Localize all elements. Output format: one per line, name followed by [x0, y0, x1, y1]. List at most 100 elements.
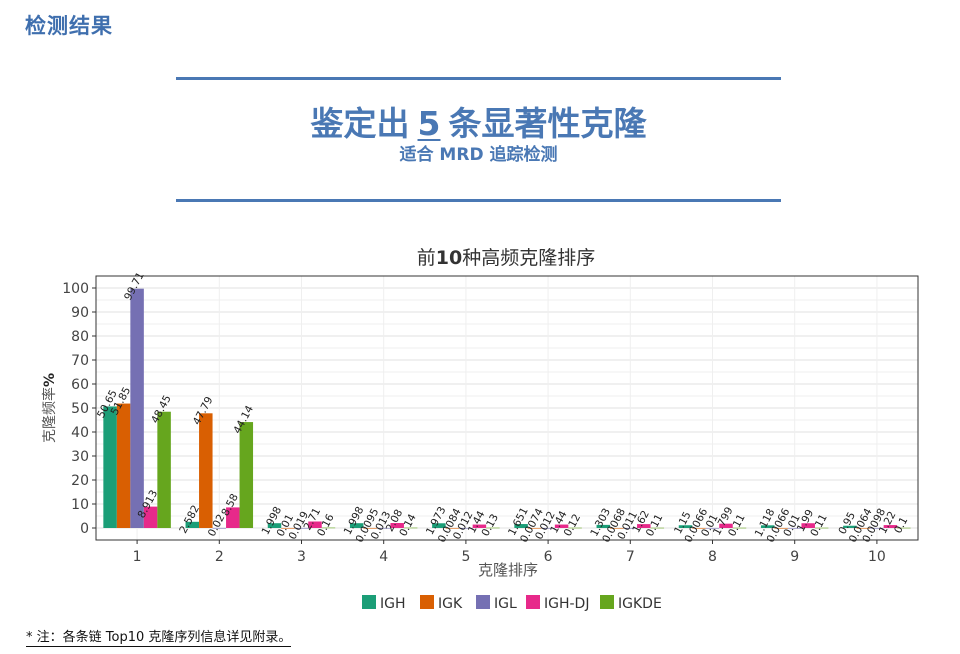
bar-IGKDE-5: [486, 527, 500, 529]
bar-IGKDE-3: [321, 527, 336, 529]
bar-IGK-8: [692, 527, 706, 529]
x-tick-label: 9: [790, 549, 799, 565]
bar-label-IGH-2: 2.582: [177, 503, 202, 535]
bar-IGH-2: [185, 521, 200, 528]
chart-svg: 前10种高频克隆排序 克隆频率% 克隆排序 50.652.582 1.998 1.9…: [41, 247, 919, 612]
bar-IGH-DJ-2: [226, 507, 240, 528]
y-tick-label: 80: [71, 329, 89, 345]
bar-IGKDE-4: [403, 527, 418, 529]
bar-IGH-10: [843, 525, 857, 528]
x-tick-label: 3: [297, 549, 306, 565]
bar-IGK-5: [445, 527, 460, 529]
y-tick-label: 10: [71, 497, 89, 513]
bar-IGH-DJ-6: [554, 524, 569, 528]
axes: 0 10 20 30 40 50 60 70 80 90 100 1 2 3 4 5 6 7 8 9 10: [62, 275, 919, 565]
y-axis-label: 克隆频率%: [41, 373, 58, 443]
x-tick-label: 2: [215, 549, 224, 565]
bar-IGL-7: [623, 527, 638, 529]
bar-IGKDE-9: [814, 527, 829, 529]
bar-IGH-DJ-5: [472, 524, 487, 528]
headline-subtitle: 适合 MRD 追踪检测: [399, 145, 558, 165]
x-tick-label: 6: [544, 549, 553, 565]
bar-IGK-3: [281, 527, 295, 529]
y-tick-label: 50: [71, 401, 89, 417]
bar-IGH-DJ-8: [719, 523, 733, 528]
bar-IGKDE-7: [650, 527, 665, 529]
bar-IGH-DJ-10: [883, 525, 898, 528]
legend-label-IGK: IGK: [438, 596, 463, 612]
bar-IGH-5: [432, 523, 446, 528]
y-tick-label: 0: [80, 521, 89, 537]
bar-IGL-8: [705, 527, 720, 529]
bar-IGKDE-2: [239, 422, 254, 528]
bar-IGH-6: [514, 524, 528, 528]
legend-label-IGL: IGL: [494, 596, 517, 612]
y-tick-label: 30: [71, 449, 89, 465]
section-title: 检测结果: [25, 14, 113, 38]
bar-IGH-DJ-4: [390, 523, 404, 528]
legend: IGH IGK IGL IGH-DJ IGKDE: [362, 595, 662, 612]
bar-IGKDE-6: [568, 527, 582, 529]
legend-label-IGH-DJ: IGH-DJ: [544, 596, 589, 612]
grid-lines: [96, 275, 918, 541]
bar-IGH-3: [267, 523, 282, 528]
bar-IGL-10: [870, 527, 884, 529]
headline-banner: 鉴定出 5 条显著性克隆 适合 MRD 追踪检测: [176, 77, 781, 202]
bar-IGK-4: [363, 527, 377, 529]
legend-swatch-IGKDE: [600, 595, 614, 609]
bars: [103, 288, 911, 529]
bar-IGH-9: [760, 525, 775, 528]
legend-swatch-IGL: [476, 595, 490, 609]
bar-IGK-10: [856, 527, 871, 529]
bar-IGH-1: [103, 406, 117, 528]
bar-IGH-DJ-3: [308, 521, 322, 528]
bar-IGKDE-10: [897, 527, 911, 529]
bar-IGL-1: [130, 288, 144, 528]
legend-swatch-IGH-DJ: [526, 595, 540, 609]
x-tick-label: 8: [708, 549, 717, 565]
y-tick-label: 40: [71, 425, 89, 441]
bar-IGK-1: [116, 403, 131, 528]
x-tick-label: 5: [461, 549, 470, 565]
bar-IGL-4: [376, 527, 391, 529]
clone-frequency-chart: 前10种高频克隆排序 克隆频率% 克隆排序 50.65 2.582 1.998 1.9…: [30, 232, 940, 624]
bar-IGK-2: [199, 413, 213, 528]
bar-labels: 50.652.582 1.998 1.998 1.973 1.651 1.303 1.15 1…: [95, 270, 910, 544]
bar-IGK-9: [774, 527, 788, 529]
bar-IGL-9: [787, 527, 802, 529]
y-tick-label: 20: [71, 473, 89, 489]
x-tick-label: 7: [626, 549, 635, 565]
bar-IGL-2: [212, 527, 227, 529]
headline-post: 条显著性克隆: [448, 104, 647, 143]
bar-IGH-DJ-7: [637, 524, 651, 528]
x-axis-label: 克隆排序: [478, 561, 538, 579]
bar-IGL-3: [294, 527, 309, 529]
legend-label-IGH: IGH: [380, 596, 406, 612]
bar-IGH-7: [596, 524, 611, 528]
chart-title: 前10种高频克隆排序: [417, 247, 595, 269]
legend-swatch-IGH: [362, 595, 376, 609]
bar-IGH-8: [678, 525, 693, 528]
bar-IGKDE-8: [732, 527, 747, 529]
bar-IGKDE-1: [157, 411, 171, 528]
legend-label-IGKDE: IGKDE: [618, 596, 662, 612]
footnote: * 注：各条链 Top10 克隆序列信息详见附录。: [26, 630, 292, 647]
legend-swatch-IGK: [420, 595, 434, 609]
bar-IGL-5: [459, 527, 473, 529]
headline-pre: 鉴定出: [310, 104, 410, 143]
bar-IGH-4: [349, 523, 364, 528]
x-tick-label: 4: [379, 549, 388, 565]
y-tick-label: 60: [71, 377, 89, 393]
x-tick-label: 10: [868, 549, 886, 565]
bar-IGH-DJ-9: [801, 523, 815, 528]
headline: 鉴定出 5 条显著性克隆: [176, 104, 781, 144]
bar-IGL-6: [541, 527, 555, 529]
y-tick-label: 90: [71, 305, 89, 321]
y-tick-label: 70: [71, 353, 89, 369]
bar-IGH-DJ-1: [143, 506, 158, 528]
headline-number: 5: [417, 104, 441, 143]
y-tick-label: 100: [62, 281, 89, 297]
bar-IGK-6: [527, 527, 542, 529]
x-tick-label: 1: [133, 549, 142, 565]
bar-IGK-7: [610, 527, 624, 529]
